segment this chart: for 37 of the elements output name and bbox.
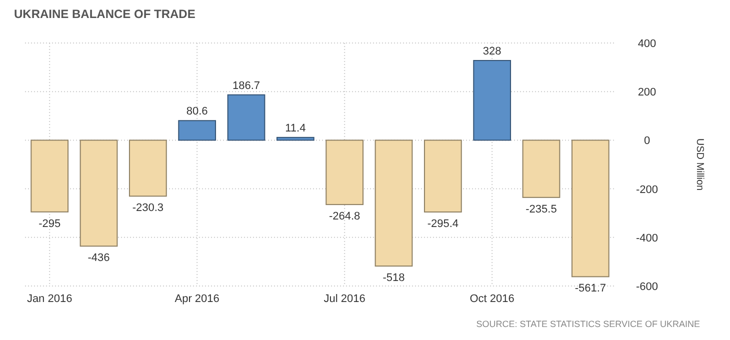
data-label: 11.4 (285, 122, 306, 134)
data-label: 186.7 (232, 80, 260, 92)
data-label: -235.5 (526, 203, 557, 216)
bar (473, 60, 512, 141)
y-tick-label: -600 (636, 281, 658, 293)
bar (227, 94, 266, 141)
bar (128, 140, 167, 197)
bar (178, 120, 216, 141)
y-tick-label: -200 (636, 184, 658, 196)
bar (30, 140, 69, 212)
data-label: 80.6 (186, 106, 208, 118)
bar (522, 140, 560, 198)
data-label: -295.4 (427, 218, 459, 230)
x-tick-label: Jan 2016 (26, 293, 72, 305)
data-label: -295 (38, 218, 61, 230)
data-label: -436 (88, 252, 110, 264)
bar (276, 136, 314, 141)
y-tick-label: 0 (644, 135, 650, 148)
y-tick-label: -400 (636, 232, 658, 244)
data-label: -518 (382, 272, 405, 284)
y-tick-label: 200 (638, 86, 656, 99)
x-tick-label: Jul 2016 (324, 293, 366, 305)
bar (326, 140, 364, 206)
bar (80, 140, 118, 247)
data-label: -561.7 (574, 282, 606, 295)
x-tick-label: Oct 2016 (470, 293, 514, 305)
source-note: SOURCE: STATE STATISTICS SERVICE OF UKRAINE (476, 319, 700, 329)
bar (424, 140, 462, 212)
data-label: 328 (482, 45, 502, 58)
bar (374, 140, 413, 267)
y-axis-title: USD Million (694, 138, 705, 191)
bar (571, 140, 610, 278)
data-label: -264.8 (328, 210, 360, 223)
y-tick-label: 400 (638, 38, 656, 50)
chart-title: UKRAINE BALANCE OF TRADE (14, 7, 196, 21)
x-tick-label: Apr 2016 (174, 293, 220, 305)
data-label: -230.3 (132, 202, 164, 214)
